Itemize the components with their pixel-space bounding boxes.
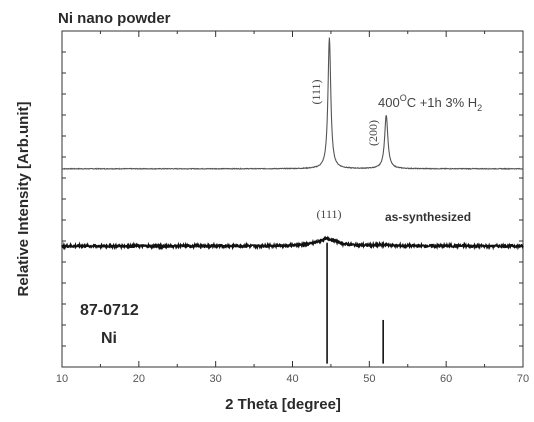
series-line-treated	[61, 37, 524, 171]
miller-111-top-label: (111)	[309, 79, 323, 104]
x-tick-label: 10	[56, 373, 68, 385]
reference-code-label: 87-0712	[80, 302, 139, 319]
x-tick-label: 70	[517, 373, 529, 385]
x-tick-label: 30	[210, 373, 222, 385]
reference-element-label: Ni	[101, 330, 117, 347]
x-axis-title: 2 Theta [degree]	[225, 396, 341, 413]
x-tick-label: 20	[133, 373, 145, 385]
y-axis-title: Relative Intensity [Arb.unit]	[15, 101, 32, 296]
series-line-as-synthesized	[61, 235, 524, 251]
y-axis-minor-ticks	[62, 30, 523, 368]
x-axis-ticks: 10 20 30 40 50 60 70	[56, 31, 529, 385]
treated-sample-label: 400OC +1h 3% H2	[378, 93, 482, 113]
chart-title: Ni nano powder	[58, 10, 171, 27]
x-tick-label: 40	[286, 373, 298, 385]
series-group	[61, 37, 524, 364]
x-tick-label: 60	[440, 373, 452, 385]
miller-111-mid-label: (111)	[316, 207, 341, 221]
as-synthesized-label: as-synthesized	[385, 210, 471, 224]
miller-200-top-label: (200)	[366, 120, 380, 146]
x-tick-label: 50	[363, 373, 375, 385]
